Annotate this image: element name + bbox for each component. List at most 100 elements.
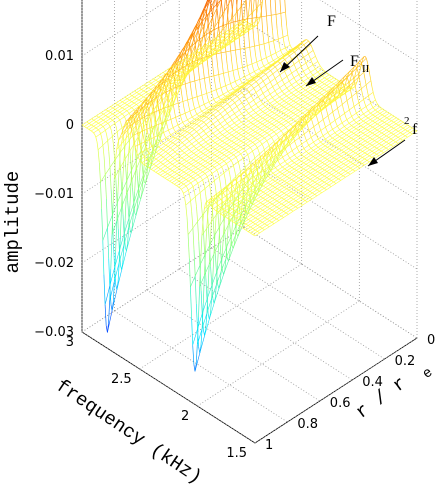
- surface-segment: [203, 183, 206, 189]
- surface-segment: [311, 47, 314, 51]
- surface-segment: [240, 0, 242, 3]
- surface-segment: [221, 190, 224, 198]
- surface-segment: [228, 115, 230, 118]
- surface-segment: [258, 68, 261, 71]
- surface-segment: [365, 58, 368, 63]
- surface-segment: [261, 162, 264, 171]
- surface-segment: [224, 194, 226, 197]
- surface-segment: [259, 98, 261, 101]
- surface-segment: [354, 72, 357, 78]
- surface-segment: [205, 313, 208, 330]
- surface-segment: [242, 114, 245, 117]
- surface-segment: [214, 115, 216, 118]
- surface-segment: [239, 175, 242, 178]
- surface-segment: [238, 17, 241, 27]
- surface-segment: [178, 126, 181, 129]
- surface-segment: [208, 76, 211, 86]
- surface-segment: [200, 87, 203, 96]
- surface-segment: [110, 130, 113, 137]
- surface-segment: [182, 101, 185, 109]
- surface-segment: [215, 126, 217, 129]
- surface-segment: [239, 186, 242, 189]
- surface-segment: [322, 135, 325, 138]
- surface-segment: [313, 126, 316, 131]
- surface-segment: [370, 80, 373, 87]
- surface-segment: [202, 68, 205, 79]
- surface-segment: [124, 116, 126, 120]
- surface-segment: [209, 0, 211, 4]
- surface-segment: [230, 232, 233, 247]
- surface-segment: [253, 99, 256, 103]
- surface-segment: [105, 130, 107, 135]
- surface-segment: [352, 101, 355, 107]
- surface-segment: [258, 160, 261, 164]
- surface-segment: [265, 73, 268, 76]
- surface-segment: [265, 57, 268, 62]
- surface-segment: [267, 100, 270, 103]
- surface-segment: [256, 105, 259, 108]
- surface-segment: [171, 69, 174, 74]
- surface-segment: [255, 55, 258, 62]
- surface-segment: [257, 21, 260, 25]
- surface-segment: [267, 162, 270, 168]
- surface-segment: [226, 197, 229, 200]
- surface-segment: [285, 60, 288, 64]
- surface-segment: [127, 200, 130, 219]
- surface-segment: [216, 28, 219, 37]
- surface-segment: [249, 47, 252, 57]
- surface-segment: [212, 123, 215, 126]
- surface-segment: [158, 134, 161, 139]
- surface-segment: [247, 6, 250, 17]
- surface-segment: [251, 63, 254, 69]
- surface-segment: [242, 67, 244, 73]
- surface-segment: [112, 136, 114, 147]
- surface-segment: [346, 100, 349, 106]
- surface-segment: [316, 107, 318, 112]
- surface-segment: [265, 97, 267, 100]
- surface-segment: [230, 186, 233, 196]
- surface-segment: [234, 81, 237, 85]
- surface-segment: [231, 245, 234, 249]
- surface-segment: [197, 183, 200, 187]
- surface-segment: [251, 85, 253, 87]
- surface-segment: [373, 96, 376, 101]
- surface-segment: [177, 103, 180, 110]
- surface-segment: [295, 53, 297, 56]
- surface-segment: [351, 116, 354, 119]
- surface-segment: [235, 115, 238, 118]
- surface-segment: [308, 130, 311, 135]
- surface-segment: [146, 149, 149, 152]
- surface-segment: [226, 187, 229, 190]
- surface-segment: [249, 25, 251, 29]
- surface-segment: [376, 102, 379, 105]
- surface-segment: [218, 74, 221, 83]
- surface-segment: [389, 112, 391, 115]
- surface-segment: [196, 96, 199, 103]
- surface-segment: [221, 234, 224, 254]
- surface-segment: [203, 130, 206, 133]
- surface-segment: [294, 154, 296, 157]
- surface-segment: [114, 123, 117, 127]
- surface-segment: [225, 242, 228, 259]
- surface-segment: [223, 73, 225, 81]
- surface-segment: [207, 98, 210, 103]
- surface-segment: [147, 151, 150, 154]
- surface-segment: [278, 85, 281, 88]
- surface-segment: [239, 78, 242, 82]
- surface-segment: [370, 103, 373, 106]
- surface-segment: [356, 92, 359, 99]
- surface-segment: [364, 78, 367, 85]
- surface-segment: [215, 89, 218, 95]
- surface-segment: [226, 163, 228, 166]
- surface-segment: [280, 77, 283, 81]
- surface-segment: [332, 111, 335, 117]
- grid-line-f-floor: [81, 226, 245, 333]
- surface-segment: [124, 194, 127, 221]
- surface-segment: [205, 174, 208, 177]
- surface-segment: [219, 8, 221, 20]
- surface-segment: [220, 52, 223, 65]
- surface-segment: [275, 167, 277, 170]
- surface-segment: [318, 104, 321, 108]
- surface-segment: [236, 233, 239, 237]
- surface-segment: [279, 74, 282, 78]
